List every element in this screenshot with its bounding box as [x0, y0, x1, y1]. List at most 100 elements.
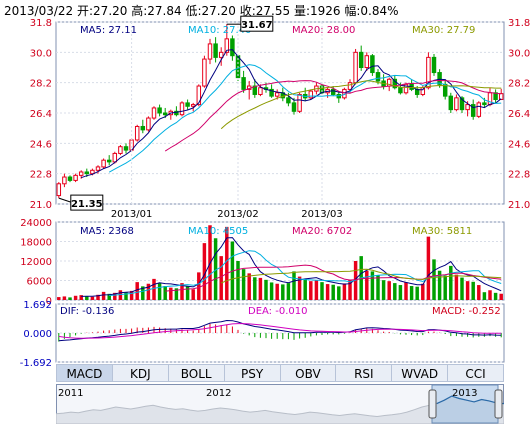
max-annotation-box — [240, 15, 274, 32]
candle-body — [465, 104, 470, 111]
volume-bar — [68, 297, 72, 300]
tab-macd[interactable]: MACD — [56, 364, 113, 382]
candle-body — [370, 55, 375, 74]
change-value: 0.84% — [360, 4, 399, 18]
tab-obv[interactable]: OBV — [280, 364, 337, 382]
volume-bar — [342, 283, 347, 300]
volume-panel-y-tick-label: 0 — [46, 296, 52, 307]
tab-kdj[interactable]: KDJ — [112, 364, 169, 382]
price-ma30-line — [220, 80, 502, 130]
macd-legend-1: DEA: -0.010 — [248, 306, 307, 317]
candle-body — [241, 77, 246, 90]
volume-bar — [303, 278, 307, 300]
volume-bar — [465, 281, 470, 300]
candle-body — [426, 56, 431, 89]
price-panel-y-tick-label: 22.8 — [30, 170, 52, 181]
price-panel-y-tick-label: 21.0 — [30, 200, 52, 211]
candle-body — [437, 72, 442, 85]
candle-body — [487, 92, 493, 106]
candle-body — [151, 107, 157, 119]
volume-bar — [499, 293, 503, 300]
candle-body — [73, 174, 78, 181]
candle-body — [353, 51, 358, 84]
volume-bar — [225, 226, 229, 300]
volume-ma5-line — [81, 237, 502, 297]
volume-bar — [314, 280, 319, 300]
volume-bar — [275, 283, 279, 300]
candle-body — [196, 85, 202, 106]
volume-bar — [174, 288, 179, 300]
volume-bar — [398, 285, 403, 300]
min-annotation-box — [70, 194, 104, 211]
volume-bar — [320, 282, 324, 300]
price-panel-y-tick-label-right: 26.4 — [508, 109, 530, 120]
volume-bar — [96, 294, 100, 300]
volume-bar — [247, 273, 251, 300]
volume-bar — [157, 283, 162, 300]
volume-bar — [477, 285, 481, 300]
volume-bar — [213, 238, 218, 300]
candle-body — [118, 146, 123, 154]
price-legend-ma10: MA10: 27.40 — [188, 25, 251, 36]
price-panel-y-tick-label: 30.0 — [30, 48, 52, 59]
tab-boll[interactable]: BOLL — [168, 364, 225, 382]
volume-bar — [202, 243, 207, 300]
volume-panel-y-tick-label: 24000 — [20, 218, 52, 229]
volume-bar — [241, 269, 246, 300]
time-navigator[interactable]: 2011 2012 2013 — [56, 384, 504, 424]
macd-panel-y-tick-label: 0.000 — [23, 329, 52, 340]
volume-bar — [370, 271, 375, 300]
volume-bar — [236, 261, 240, 300]
open-label: 开: — [77, 4, 94, 18]
tab-psy[interactable]: PSY — [224, 364, 281, 382]
volume-legend-ma10: MA10: 4505 — [188, 226, 248, 237]
candle-body — [146, 117, 151, 131]
navigator-right-handle[interactable] — [494, 389, 503, 419]
candle-body — [157, 107, 162, 114]
navigator-year-label: 2013 — [452, 388, 477, 399]
price-panel-y-tick-label: 28.2 — [30, 79, 52, 90]
volume-bar — [163, 286, 167, 300]
price-legend-ma30: MA30: 27.79 — [412, 25, 475, 36]
candle-body — [308, 90, 314, 99]
volume-bar — [437, 270, 442, 300]
volume-bar — [281, 284, 285, 300]
candle-body — [230, 38, 235, 57]
candle-body — [134, 125, 140, 141]
volume-bar — [297, 276, 302, 300]
volume-bar — [432, 259, 436, 300]
candle-body — [207, 43, 213, 60]
price-legend-ma5: MA5: 27.11 — [80, 25, 137, 36]
volume-bar — [454, 274, 459, 300]
tab-cci[interactable]: CCI — [448, 364, 504, 382]
candle-body — [112, 152, 118, 163]
open-value: 27.20 — [93, 4, 128, 18]
navigator-left-handle[interactable] — [428, 389, 437, 419]
price-ma20-line — [164, 79, 502, 152]
candle-body — [291, 102, 297, 112]
price-panel-y-tick-label: 26.4 — [30, 109, 52, 120]
price-panel-y-tick-label-right: 22.8 — [508, 170, 530, 181]
indicator-tabs: MACD KDJ BOLL PSY OBV RSI WVAD CCI — [56, 364, 504, 382]
volume-ma30-line — [221, 268, 502, 284]
tab-rsi[interactable]: RSI — [336, 364, 393, 382]
price-ma10-line — [108, 64, 502, 173]
volume-bar — [79, 295, 83, 300]
volume-bar — [493, 292, 498, 300]
close-value: 27.55 — [255, 4, 291, 18]
volume-bar — [460, 277, 464, 300]
volume-bar — [118, 290, 123, 300]
volume-bar — [381, 280, 386, 300]
volume-bar — [101, 291, 106, 300]
candle-body — [123, 146, 129, 151]
volume-bar — [443, 275, 447, 300]
volume-bar — [57, 297, 61, 300]
tab-wvad[interactable]: WVAD — [392, 364, 449, 382]
macd-legend-0: DIF: -0.136 — [60, 306, 114, 317]
price-panel-y-tick-label-right: 28.2 — [508, 79, 530, 90]
candle-body — [286, 97, 291, 104]
price-panel-y-tick-label: 24.6 — [30, 139, 52, 150]
volume-bar — [471, 281, 475, 300]
